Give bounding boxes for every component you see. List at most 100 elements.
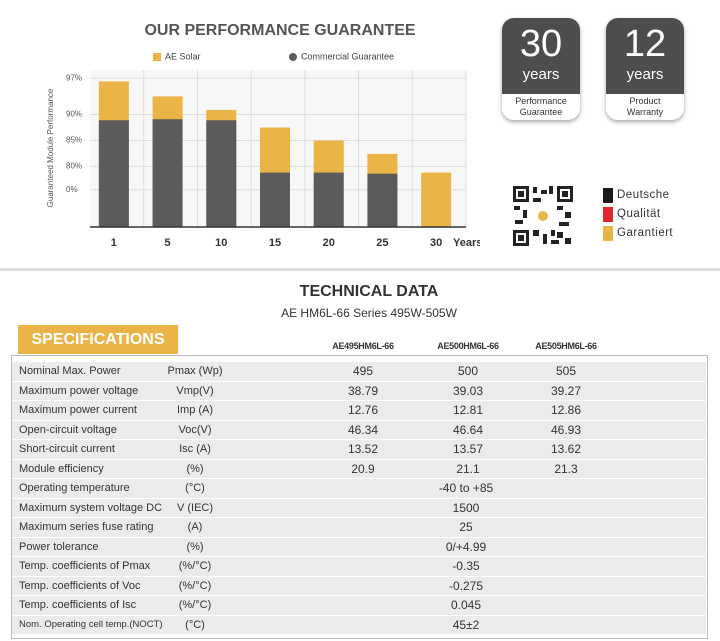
parameter: Nominal Max. Power (19, 365, 121, 377)
value: 25 (459, 520, 473, 534)
badge-caption-line: Product (629, 96, 661, 106)
value: 39.27 (550, 383, 582, 398)
value: 12.86 (550, 403, 582, 417)
value: 46.64 (452, 422, 484, 437)
badge: 12 years Product Warranty (606, 18, 684, 120)
parameter: Module efficiency (19, 462, 104, 475)
legend-marker (153, 53, 161, 61)
quality-label: Qualität (617, 208, 661, 220)
x-tick-label: 10 (215, 237, 227, 249)
value: 46.93 (550, 422, 582, 437)
y-tick-label: 85% (66, 136, 82, 145)
badge-caption: Performance Guarantee (502, 94, 580, 118)
table-row: Maximum power voltage Vmp(V) 38.79 39.03 39.… (12, 381, 706, 401)
parameter: Temp. coefficients of Voc (19, 579, 141, 592)
badge-caption: Product Warranty (606, 94, 684, 118)
y-tick-label: 97% (66, 73, 82, 82)
separator (0, 268, 720, 271)
parameter: Nom. Operating cell temp.(NOCT) (19, 618, 163, 630)
x-tick-label: 25 (376, 237, 388, 249)
value: 1500 (452, 500, 480, 515)
table-row: Open-circuit voltage Voc(V) 46.34 46.64 46.9… (12, 420, 706, 440)
table-row: Temp. coefficients of Voc (%/°C) -0.275 (12, 576, 706, 596)
y-tick-label: 80% (66, 161, 82, 170)
value: -40 to +85 (438, 481, 494, 495)
x-tick-label: 20 (323, 237, 335, 249)
quality-swatch (603, 188, 613, 203)
table-row: Temp. coefficients of Isc (%/°C) 0.045 (12, 596, 706, 615)
table-row: Short-circuit current Isc (A) 13.52 13.57 13… (12, 440, 706, 459)
unit: (%/°C) (178, 579, 212, 592)
parameter: Power tolerance (19, 540, 99, 553)
badge-unit: years (522, 66, 560, 83)
unit: (%/°C) (178, 599, 212, 611)
table-row: Nom. Operating cell temp.(NOCT) (°C) 45±2 (12, 615, 706, 635)
bar (367, 173, 398, 227)
value: -0.275 (448, 578, 484, 593)
badge-caption-line: Performance (515, 96, 567, 106)
unit: (%/°C) (178, 560, 212, 572)
value: 495 (352, 364, 374, 378)
parameter: Maximum system voltage DC (19, 501, 163, 514)
x-tick-label: 30 (430, 237, 442, 249)
column-header: AE500HM6L-66 (437, 341, 499, 351)
bar (313, 172, 344, 227)
value: 20.9 (351, 461, 375, 476)
column-header: AE505HM6L-66 (535, 341, 597, 351)
value: 0/+4.99 (445, 539, 487, 554)
unit: Imp (A) (176, 404, 214, 416)
value: 13.57 (452, 442, 484, 456)
unit: V (IEC) (176, 501, 214, 514)
unit: (°C) (185, 618, 205, 631)
y-axis-label: Guaranteed Module Performance (46, 88, 55, 207)
quality-label: Garantiert (617, 227, 674, 239)
table-row: Power tolerance (%) 0/+4.99 (12, 537, 706, 557)
x-tick-label: 15 (269, 237, 281, 249)
value: 13.62 (550, 442, 582, 456)
parameter: Temp. coefficients of Isc (19, 599, 137, 611)
unit: Pmax (Wp) (167, 365, 223, 377)
unit: (°C) (185, 482, 205, 494)
y-tick-label: 0% (66, 185, 78, 194)
parameter: Maximum series fuse rating (19, 521, 154, 533)
value: 500 (457, 364, 479, 378)
quality-swatch (603, 207, 613, 222)
legend-label: AE Solar (165, 51, 201, 61)
column-header: AE495HM6L-66 (332, 341, 394, 351)
badge-number: 12 (623, 23, 667, 65)
x-tick-label: 5 (165, 237, 171, 249)
value: 13.52 (347, 442, 379, 456)
parameter: Maximum power current (19, 404, 137, 416)
value: 46.34 (347, 422, 379, 437)
table-row: Maximum series fuse rating (A) 25 (12, 518, 706, 537)
value: -0.35 (452, 559, 480, 573)
bar (152, 119, 183, 227)
specifications-tab: SPECIFICATIONS (18, 325, 178, 354)
unit: (A) (187, 521, 203, 533)
table-row: Temp. coefficients of Pmax (%/°C) -0.35 (12, 557, 706, 576)
unit: Isc (A) (179, 443, 211, 455)
value: 45±2 (452, 617, 480, 632)
section-subtitle: AE HM6L-66 Series 495W-505W (281, 306, 457, 320)
badge: 30 years Performance Guarantee (502, 18, 580, 120)
badge-number: 30 (519, 23, 563, 65)
x-tick-label: 1 (111, 237, 117, 249)
value: 21.3 (554, 461, 578, 476)
unit: Voc(V) (178, 423, 212, 436)
unit: Vmp(V) (176, 384, 214, 397)
bar (421, 172, 452, 227)
badge-caption-line: Guarantee (519, 107, 563, 117)
x-axis-label: Years (453, 237, 480, 249)
badge-caption-line: Warranty (626, 107, 664, 117)
unit: (%) (186, 540, 204, 553)
badge-unit: years (626, 66, 664, 83)
value: 12.81 (452, 403, 484, 417)
parameter: Short-circuit current (19, 443, 115, 455)
table-row: Maximum system voltage DC V (IEC) 1500 (12, 498, 706, 518)
quality-swatch (603, 226, 613, 241)
parameter: Open-circuit voltage (19, 423, 117, 436)
table-row: Operating temperature (°C) -40 to +85 (12, 479, 706, 498)
value: 505 (555, 364, 577, 378)
unit: (%) (186, 462, 204, 475)
